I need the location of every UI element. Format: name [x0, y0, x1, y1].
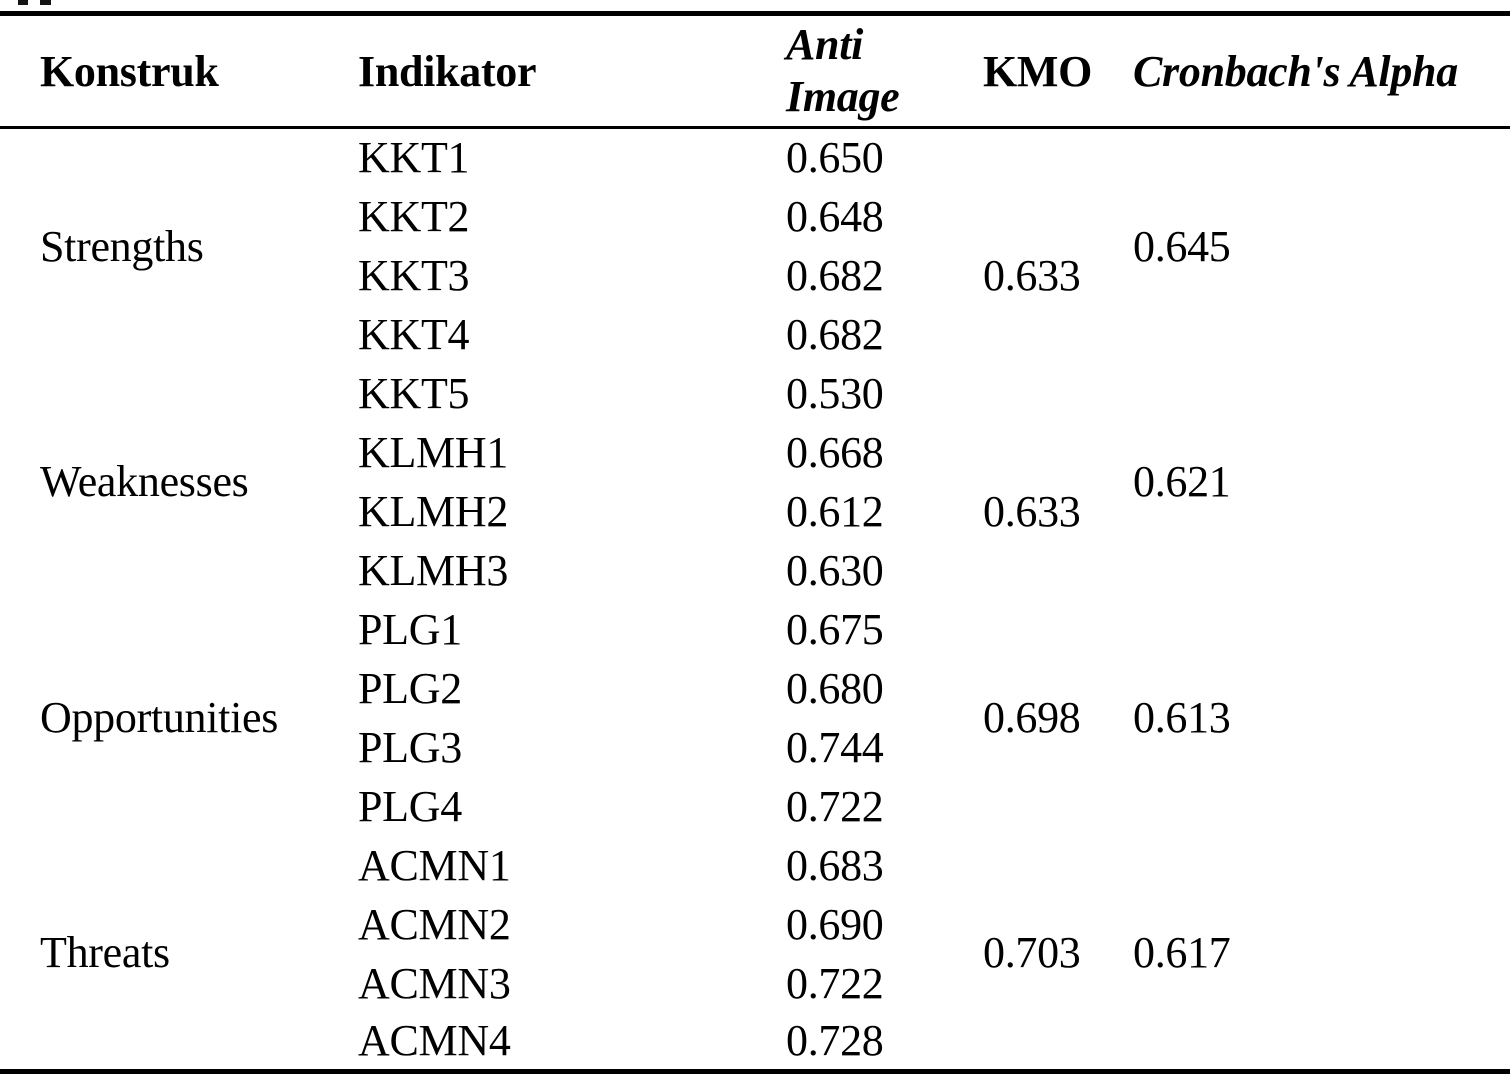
indicator-cell: ACMN3 [358, 958, 511, 1008]
table-row: Opportunities PLG1 0.675 0.698 0.613 [0, 600, 1510, 743]
anti-image-cell: 0.630 [786, 545, 884, 595]
column-header-anti-image: Anti Image [786, 13, 983, 129]
anti-image-header-line2: Image [786, 72, 900, 121]
anti-image-cell: 0.668 [786, 427, 884, 477]
table-row: KLMH3 0.630 [0, 541, 1510, 600]
kmo-value-weaknesses: 0.633 [983, 486, 1081, 536]
table-row: ACMN3 0.722 [0, 954, 1510, 1013]
table-row: PLG3 0.744 [0, 718, 1510, 777]
indicator-cell: PLG3 [358, 722, 462, 772]
table-row: KKT4 0.682 [0, 305, 1510, 364]
group-label-opportunities: Opportunities [40, 693, 279, 742]
cronbach-value-strengths: 0.645 [1133, 221, 1231, 271]
header-row: Konstruk Indikator Anti Image KMO Cronba… [0, 13, 1510, 129]
indicator-cell: KKT2 [358, 191, 470, 241]
anti-image-cell: 0.744 [786, 722, 884, 772]
cropped-text-remnant [18, 0, 28, 5]
table-row: Weaknesses KKT5 0.530 0.621 [0, 364, 1510, 507]
group-label-weaknesses: Weaknesses [40, 457, 249, 506]
indicator-cell: PLG1 [358, 604, 462, 654]
table-row: PLG4 0.722 [0, 777, 1510, 836]
column-header-indikator: Indikator [358, 13, 786, 129]
anti-image-cell: 0.675 [786, 604, 884, 654]
anti-image-cell: 0.682 [786, 250, 884, 300]
cronbach-value-opportunities: 0.613 [1133, 693, 1231, 742]
group-label-strengths: Strengths [40, 221, 204, 271]
anti-image-cell: 0.650 [786, 133, 884, 183]
table-row: ACMN4 0.728 [0, 1013, 1510, 1072]
anti-image-header-line1: Anti [786, 20, 864, 69]
column-header-konstruk: Konstruk [0, 13, 358, 129]
table-row: ACMN2 0.690 [0, 895, 1510, 954]
indicator-cell: KLMH2 [358, 486, 509, 536]
indicator-cell: KKT3 [358, 250, 470, 300]
group-label-threats: Threats [40, 927, 170, 977]
indicator-cell: KKT4 [358, 309, 470, 359]
column-header-kmo: KMO [983, 13, 1133, 129]
cronbach-value-weaknesses: 0.621 [1133, 457, 1231, 506]
indicator-cell: PLG2 [358, 663, 462, 713]
cropped-text-remnant [40, 0, 51, 5]
cronbach-value-threats: 0.617 [1133, 927, 1231, 977]
indicator-cell: KKT5 [358, 368, 470, 418]
anti-image-cell: 0.680 [786, 663, 884, 713]
indicator-cell: ACMN2 [358, 899, 511, 949]
anti-image-cell: 0.648 [786, 191, 884, 241]
indicator-cell: ACMN1 [358, 840, 511, 890]
indicator-cell: KLMH1 [358, 427, 509, 477]
anti-image-cell: 0.612 [786, 486, 884, 536]
table-row: PLG2 0.680 [0, 659, 1510, 718]
validity-reliability-table: Konstruk Indikator Anti Image KMO Cronba… [0, 11, 1510, 1074]
anti-image-cell: 0.722 [786, 781, 884, 831]
indicator-cell: PLG4 [358, 781, 462, 831]
anti-image-cell: 0.530 [786, 368, 884, 418]
table-row: KLMH2 0.612 [0, 482, 1510, 541]
indicator-cell: KKT1 [358, 133, 470, 183]
anti-image-cell: 0.728 [786, 1016, 884, 1066]
indicator-cell: KLMH3 [358, 545, 509, 595]
kmo-value-strengths: 0.633 [983, 251, 1081, 301]
table-row: KLMH1 0.668 0.633 [0, 423, 1510, 536]
table-row: Threats ACMN1 0.683 0.703 0.617 [0, 836, 1510, 977]
anti-image-cell: 0.682 [786, 309, 884, 359]
kmo-value-opportunities: 0.698 [983, 693, 1081, 742]
column-header-cronbachs-alpha: Cronbach's Alpha [1133, 13, 1510, 129]
table-row: KKT3 0.682 [0, 246, 1510, 305]
anti-image-cell: 0.690 [786, 899, 884, 949]
table-row: KKT2 0.648 [0, 187, 1510, 246]
anti-image-cell: 0.722 [786, 958, 884, 1008]
kmo-value-threats: 0.703 [983, 927, 1081, 977]
table-row: Strengths KKT1 0.650 0.633 0.645 [0, 128, 1510, 300]
anti-image-cell: 0.683 [786, 840, 884, 890]
indicator-cell: ACMN4 [358, 1016, 511, 1066]
